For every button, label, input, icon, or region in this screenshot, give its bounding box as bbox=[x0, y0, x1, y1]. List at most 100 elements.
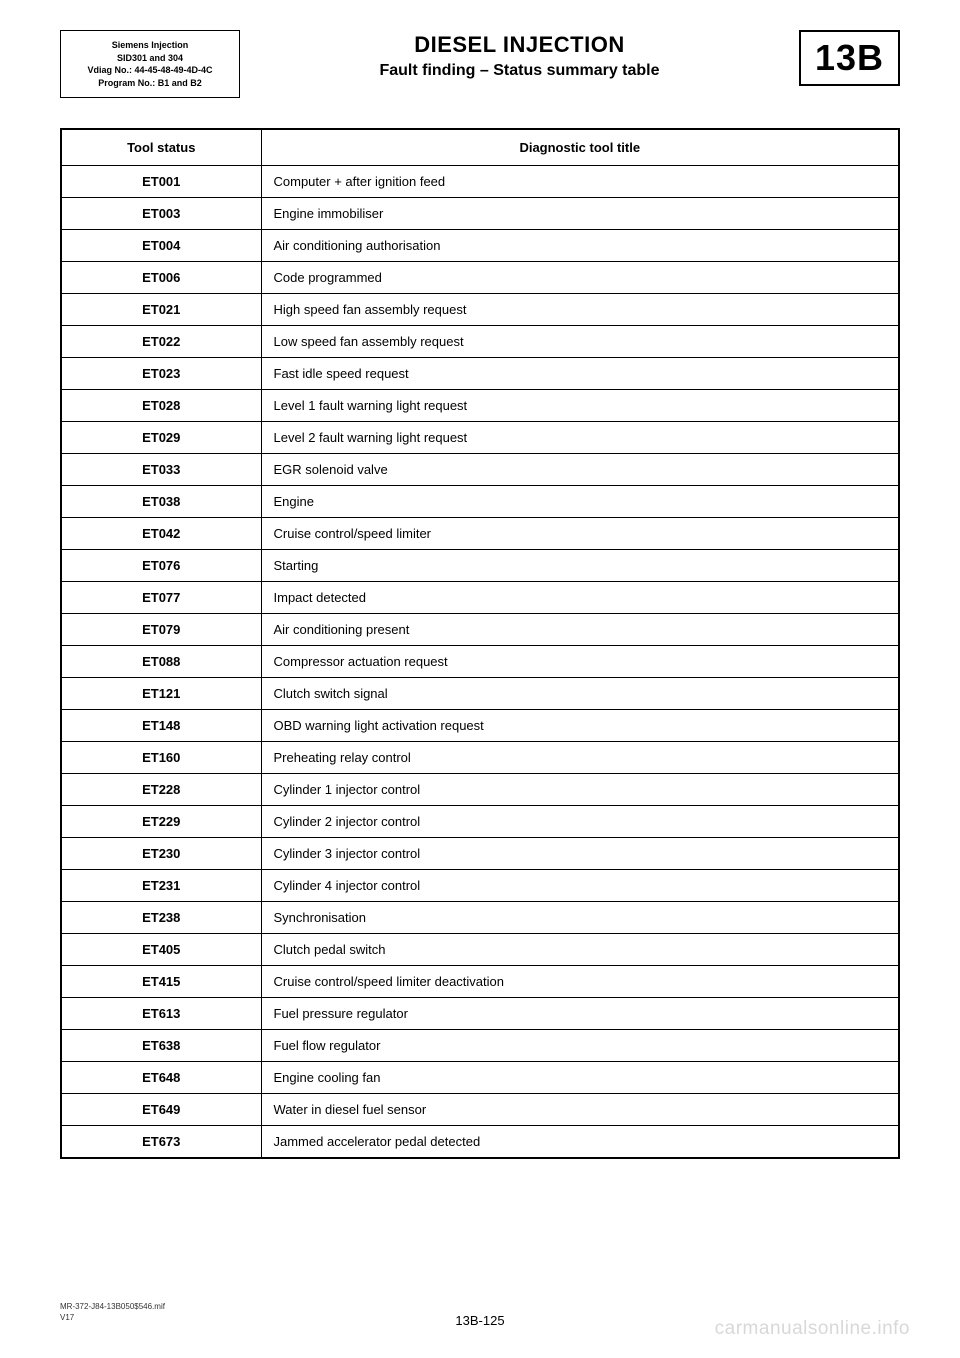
table-row: ET033EGR solenoid valve bbox=[61, 454, 899, 486]
table-row: ET231Cylinder 4 injector control bbox=[61, 870, 899, 902]
status-title: Jammed accelerator pedal detected bbox=[261, 1126, 899, 1159]
status-title: Fuel flow regulator bbox=[261, 1030, 899, 1062]
status-title: Clutch switch signal bbox=[261, 678, 899, 710]
status-code: ET003 bbox=[61, 198, 261, 230]
status-title: Code programmed bbox=[261, 262, 899, 294]
status-title: Air conditioning authorisation bbox=[261, 230, 899, 262]
header-tool-status: Tool status bbox=[61, 129, 261, 166]
table-row: ET230Cylinder 3 injector control bbox=[61, 838, 899, 870]
status-code: ET076 bbox=[61, 550, 261, 582]
status-title: EGR solenoid valve bbox=[261, 454, 899, 486]
status-title: Cylinder 3 injector control bbox=[261, 838, 899, 870]
table-row: ET042Cruise control/speed limiter bbox=[61, 518, 899, 550]
status-code: ET023 bbox=[61, 358, 261, 390]
status-title: Cylinder 4 injector control bbox=[261, 870, 899, 902]
info-box: Siemens Injection SID301 and 304 Vdiag N… bbox=[60, 30, 240, 98]
table-row: ET649Water in diesel fuel sensor bbox=[61, 1094, 899, 1126]
table-row: ET613Fuel pressure regulator bbox=[61, 998, 899, 1030]
info-line: Vdiag No.: 44-45-48-49-4D-4C bbox=[71, 64, 229, 77]
table-header-row: Tool status Diagnostic tool title bbox=[61, 129, 899, 166]
table-row: ET160Preheating relay control bbox=[61, 742, 899, 774]
header-row: Siemens Injection SID301 and 304 Vdiag N… bbox=[60, 30, 900, 98]
table-row: ET029Level 2 fault warning light request bbox=[61, 422, 899, 454]
table-row: ET088Compressor actuation request bbox=[61, 646, 899, 678]
table-row: ET148OBD warning light activation reques… bbox=[61, 710, 899, 742]
info-line: Siemens Injection bbox=[71, 39, 229, 52]
status-code: ET088 bbox=[61, 646, 261, 678]
table-row: ET006Code programmed bbox=[61, 262, 899, 294]
status-code: ET415 bbox=[61, 966, 261, 998]
header-diagnostic-title: Diagnostic tool title bbox=[261, 129, 899, 166]
section-badge: 13B bbox=[799, 30, 900, 86]
page-container: Siemens Injection SID301 and 304 Vdiag N… bbox=[0, 0, 960, 1358]
status-code: ET006 bbox=[61, 262, 261, 294]
info-line: Program No.: B1 and B2 bbox=[71, 77, 229, 90]
status-code: ET022 bbox=[61, 326, 261, 358]
status-title: Air conditioning present bbox=[261, 614, 899, 646]
status-code: ET021 bbox=[61, 294, 261, 326]
table-row: ET638Fuel flow regulator bbox=[61, 1030, 899, 1062]
status-title: Starting bbox=[261, 550, 899, 582]
status-title: Level 2 fault warning light request bbox=[261, 422, 899, 454]
status-code: ET230 bbox=[61, 838, 261, 870]
status-title: Fast idle speed request bbox=[261, 358, 899, 390]
table-row: ET023Fast idle speed request bbox=[61, 358, 899, 390]
watermark: carmanualsonline.info bbox=[715, 1318, 910, 1340]
status-code: ET405 bbox=[61, 934, 261, 966]
status-title: Preheating relay control bbox=[261, 742, 899, 774]
table-row: ET673Jammed accelerator pedal detected bbox=[61, 1126, 899, 1159]
status-title: Impact detected bbox=[261, 582, 899, 614]
subtitle: Fault finding – Status summary table bbox=[240, 62, 799, 80]
status-code: ET649 bbox=[61, 1094, 261, 1126]
title-block: DIESEL INJECTION Fault finding – Status … bbox=[240, 30, 799, 80]
status-title: Computer + after ignition feed bbox=[261, 166, 899, 198]
status-title: Synchronisation bbox=[261, 902, 899, 934]
status-code: ET042 bbox=[61, 518, 261, 550]
status-code: ET638 bbox=[61, 1030, 261, 1062]
status-title: Cylinder 2 injector control bbox=[261, 806, 899, 838]
table-row: ET648Engine cooling fan bbox=[61, 1062, 899, 1094]
status-title: Compressor actuation request bbox=[261, 646, 899, 678]
status-code: ET148 bbox=[61, 710, 261, 742]
status-code: ET079 bbox=[61, 614, 261, 646]
table-row: ET077Impact detected bbox=[61, 582, 899, 614]
table-row: ET003Engine immobiliser bbox=[61, 198, 899, 230]
table-row: ET229Cylinder 2 injector control bbox=[61, 806, 899, 838]
status-code: ET673 bbox=[61, 1126, 261, 1159]
status-title: Fuel pressure regulator bbox=[261, 998, 899, 1030]
status-code: ET004 bbox=[61, 230, 261, 262]
table-row: ET021High speed fan assembly request bbox=[61, 294, 899, 326]
status-code: ET121 bbox=[61, 678, 261, 710]
status-code: ET001 bbox=[61, 166, 261, 198]
table-row: ET076Starting bbox=[61, 550, 899, 582]
status-code: ET229 bbox=[61, 806, 261, 838]
status-code: ET613 bbox=[61, 998, 261, 1030]
table-row: ET001Computer + after ignition feed bbox=[61, 166, 899, 198]
status-title: Cylinder 1 injector control bbox=[261, 774, 899, 806]
status-code: ET231 bbox=[61, 870, 261, 902]
table-row: ET028Level 1 fault warning light request bbox=[61, 390, 899, 422]
table-body: ET001Computer + after ignition feedET003… bbox=[61, 166, 899, 1159]
status-title: OBD warning light activation request bbox=[261, 710, 899, 742]
status-title: Engine immobiliser bbox=[261, 198, 899, 230]
status-code: ET238 bbox=[61, 902, 261, 934]
status-code: ET033 bbox=[61, 454, 261, 486]
status-code: ET648 bbox=[61, 1062, 261, 1094]
main-title: DIESEL INJECTION bbox=[240, 32, 799, 58]
status-code: ET038 bbox=[61, 486, 261, 518]
status-title: Engine bbox=[261, 486, 899, 518]
status-title: Engine cooling fan bbox=[261, 1062, 899, 1094]
status-title: Clutch pedal switch bbox=[261, 934, 899, 966]
status-title: Cruise control/speed limiter bbox=[261, 518, 899, 550]
status-code: ET028 bbox=[61, 390, 261, 422]
status-title: Low speed fan assembly request bbox=[261, 326, 899, 358]
status-code: ET228 bbox=[61, 774, 261, 806]
status-table: Tool status Diagnostic tool title ET001C… bbox=[60, 128, 900, 1159]
table-row: ET004Air conditioning authorisation bbox=[61, 230, 899, 262]
status-code: ET077 bbox=[61, 582, 261, 614]
table-row: ET038Engine bbox=[61, 486, 899, 518]
status-title: High speed fan assembly request bbox=[261, 294, 899, 326]
table-row: ET022Low speed fan assembly request bbox=[61, 326, 899, 358]
status-code: ET160 bbox=[61, 742, 261, 774]
table-row: ET415Cruise control/speed limiter deacti… bbox=[61, 966, 899, 998]
